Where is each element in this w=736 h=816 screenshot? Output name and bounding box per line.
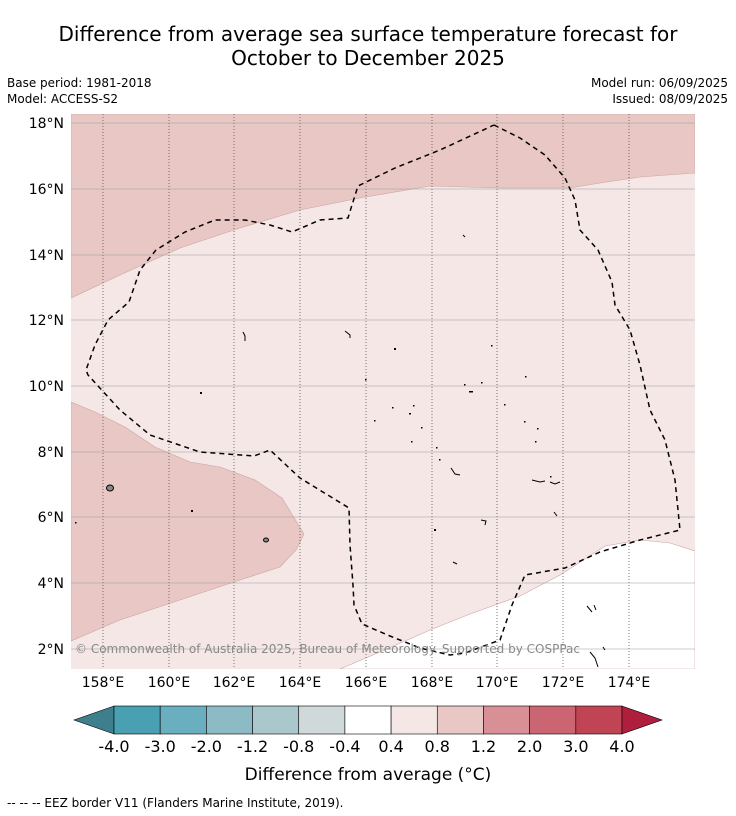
lat-label: 10°N (29, 379, 64, 395)
meta-left: Base period: 1981-2018 Model: ACCESS-S2 (7, 75, 152, 107)
colorbar-extend-low (73, 705, 115, 735)
copyright-text: © Commonwealth of Australia 2025, Bureau… (75, 642, 580, 656)
colorbar-bin (206, 705, 253, 735)
issued-date: Issued: 08/09/2025 (612, 92, 728, 106)
colorbar-tick-labels: -4.0 -3.0 -2.0 -1.2 -0.8 -0.4 0.4 0.8 1.2 2.0 3.0 4… (98, 737, 634, 756)
island-atoll (242, 331, 246, 341)
lon-label: 174°E (608, 675, 651, 691)
lat-label: 4°N (38, 576, 64, 592)
colorbar-bin (529, 705, 577, 735)
chart-title: Difference from average sea surface temp… (0, 22, 736, 70)
lon-label: 162°E (213, 675, 256, 691)
island-atoll (586, 604, 597, 613)
colorbar-tick-label: 4.0 (609, 737, 634, 756)
meta-right: Model run: 06/09/2025 Issued: 08/09/2025 (591, 75, 728, 107)
islands (106, 234, 606, 668)
colorbar-tick-label: -0.8 (283, 737, 314, 756)
colorbar-bin (344, 705, 392, 735)
anomaly-band-0-8-to-1-2-west (71, 401, 305, 642)
colorbar-tick-label: -4.0 (98, 737, 129, 756)
lat-label: 12°N (29, 313, 64, 329)
island-atoll (602, 646, 606, 651)
colorbar-tick-label: 2.0 (517, 737, 542, 756)
colorbar-tick-label: 3.0 (563, 737, 588, 756)
colorbar (73, 705, 663, 735)
anomaly-band-0-8-to-1-2-north (71, 114, 695, 299)
colorbar-bin (436, 705, 484, 735)
lat-label: 2°N (38, 642, 64, 658)
lon-label: 170°E (476, 675, 519, 691)
lat-label: 8°N (38, 445, 64, 461)
island-atoll (553, 511, 558, 517)
island-atoll (589, 651, 599, 668)
colorbar-tick-label: -3.0 (145, 737, 176, 756)
eez-border (85, 124, 681, 656)
lat-label: 16°N (29, 182, 64, 198)
colorbar-label: Difference from average (°C) (245, 765, 492, 785)
colorbar-extend-high (621, 705, 663, 735)
colorbar-tick-label: 1.2 (471, 737, 496, 756)
lat-gridlines (71, 122, 695, 650)
lat-label: 14°N (29, 248, 64, 264)
lon-label: 164°E (279, 675, 322, 691)
island-atoll (344, 330, 351, 338)
lat-labels: 18°N 16°N 14°N 12°N 10°N 8°N 6°N 4°N 2°N (29, 116, 64, 658)
colorbar-bin (298, 705, 346, 735)
title-line-2: October to December 2025 (231, 46, 505, 70)
lon-labels: 158°E 160°E 162°E 164°E 166°E 168°E 170°… (82, 675, 651, 691)
colorbar-bin (252, 705, 300, 735)
lon-label: 168°E (411, 675, 454, 691)
colorbar-tick-label: -1.2 (237, 737, 268, 756)
title-line-1: Difference from average sea surface temp… (58, 22, 678, 46)
colorbar-bin (113, 705, 161, 735)
island-atoll (462, 234, 466, 238)
lat-label: 6°N (38, 510, 64, 526)
eez-footnote: -- -- -- EEZ border V11 (Flanders Marine… (7, 796, 344, 810)
lon-label: 172°E (542, 675, 585, 691)
colorbar-bin (483, 705, 530, 735)
colorbar-bin (575, 705, 623, 735)
lat-label: 18°N (29, 116, 64, 132)
island-atoll (531, 479, 561, 485)
colorbar-tick-label: -2.0 (191, 737, 222, 756)
lon-label: 160°E (148, 675, 191, 691)
island-atoll (480, 519, 487, 526)
colorbar-tick-label: 0.8 (425, 737, 450, 756)
anomaly-band-neutral-southeast (339, 539, 695, 669)
colorbar-tick-label: -0.4 (329, 737, 360, 756)
colorbar-tick-label: 0.4 (378, 737, 403, 756)
colorbar-bin (390, 705, 438, 735)
lon-gridlines (102, 114, 630, 669)
island-atoll (450, 467, 461, 476)
island-kosrae (263, 537, 269, 543)
island-pohnpei (106, 484, 114, 492)
lon-label: 166°E (345, 675, 388, 691)
island-dots (75, 345, 552, 531)
map-area: © Commonwealth of Australia 2025, Bureau… (71, 114, 695, 669)
island-atoll (452, 561, 458, 565)
lon-label: 158°E (82, 675, 125, 691)
model-name: Model: ACCESS-S2 (7, 92, 119, 106)
base-period: Base period: 1981-2018 (7, 76, 152, 90)
colorbar-bin (159, 705, 207, 735)
model-run: Model run: 06/09/2025 (590, 76, 728, 90)
